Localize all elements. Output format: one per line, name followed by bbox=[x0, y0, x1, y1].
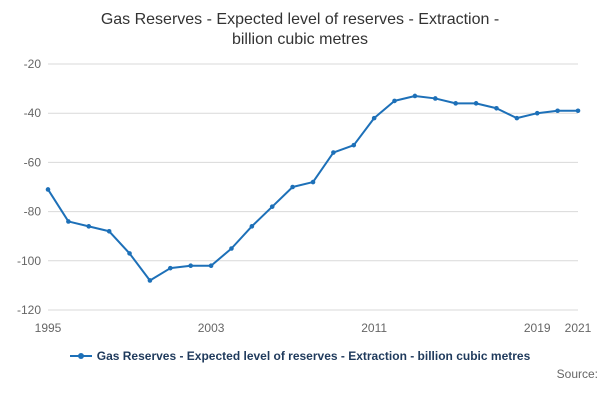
x-axis-tick-label: 2011 bbox=[361, 321, 387, 335]
data-point bbox=[433, 96, 438, 101]
data-point bbox=[208, 263, 214, 269]
data-point bbox=[290, 184, 295, 190]
data-point bbox=[127, 251, 132, 256]
y-axis-tick-label: -20 bbox=[24, 57, 42, 71]
data-point bbox=[66, 219, 71, 224]
source-text: Source: bbox=[556, 367, 598, 381]
y-axis-tick-label: -60 bbox=[24, 155, 42, 169]
data-point bbox=[371, 115, 377, 121]
data-point bbox=[351, 142, 357, 148]
y-axis-tick-label: -120 bbox=[17, 303, 41, 317]
x-axis-tick-label: 2019 bbox=[524, 321, 551, 335]
data-point bbox=[494, 105, 499, 111]
legend-label: Gas Reserves - Expected level of reserve… bbox=[96, 349, 531, 363]
legend: Gas Reserves - Expected level of reserve… bbox=[0, 349, 600, 363]
data-point bbox=[392, 98, 397, 104]
data-point bbox=[229, 246, 234, 251]
data-point bbox=[106, 228, 112, 234]
data-point bbox=[534, 110, 540, 116]
y-axis-tick-label: -100 bbox=[17, 254, 41, 268]
legend-item[interactable]: Gas Reserves - Expected level of reserve… bbox=[69, 349, 531, 363]
x-axis-tick-label: 2003 bbox=[198, 321, 225, 335]
data-point bbox=[86, 224, 92, 229]
line-series-marker-icon bbox=[69, 353, 92, 359]
data-point bbox=[514, 115, 520, 121]
y-axis-tick-label: -40 bbox=[24, 106, 42, 120]
x-axis-tick-label: 1995 bbox=[35, 321, 62, 335]
y-axis-tick-label: -80 bbox=[24, 205, 42, 219]
data-point bbox=[453, 101, 458, 106]
data-point bbox=[331, 150, 336, 155]
data-point bbox=[188, 263, 193, 269]
x-axis-tick-label: 2021 bbox=[565, 321, 592, 335]
data-point bbox=[555, 108, 560, 114]
data-point bbox=[147, 278, 153, 283]
chart-title: Gas Reserves - Expected level of reserve… bbox=[100, 11, 500, 48]
data-point bbox=[575, 108, 581, 114]
data-point bbox=[45, 187, 51, 192]
data-point bbox=[473, 101, 479, 106]
line-chart: -20 -40 -60 -80 -100 -120 1995 2003 2011 2019 2021 bbox=[17, 57, 592, 335]
data-point bbox=[269, 204, 275, 209]
data-point bbox=[249, 224, 255, 229]
data-point bbox=[310, 179, 316, 185]
data-point bbox=[168, 265, 173, 271]
data-point bbox=[412, 93, 418, 99]
